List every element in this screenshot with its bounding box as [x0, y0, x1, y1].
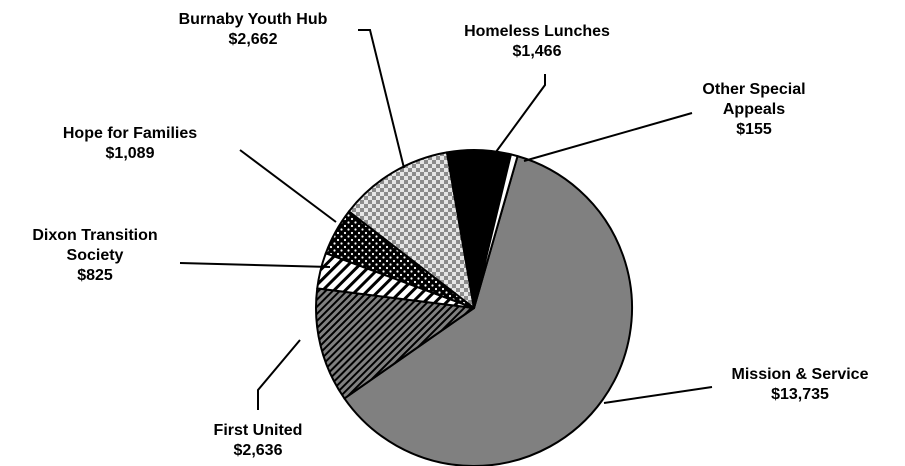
label-value: $1,466	[512, 43, 562, 60]
label-value: $2,662	[228, 31, 278, 48]
data-label-homeless-lunches: Homeless Lunches $1,466	[437, 22, 637, 62]
label-value: $1,089	[105, 145, 155, 162]
label-value: $825	[77, 267, 113, 284]
label-value: $2,636	[233, 442, 283, 459]
label-name-line-1: Dixon Transition	[32, 227, 158, 244]
label-name-line-2: Appeals	[722, 101, 786, 118]
label-name: First United	[213, 422, 303, 439]
label-name: Burnaby Youth Hub	[178, 11, 328, 28]
leader-line-hope	[239, 149, 337, 223]
leader-line-mission	[603, 386, 713, 404]
leader-line-burnaby	[358, 29, 405, 169]
pie-slice-other-special-appeals	[473, 153, 519, 309]
label-name-line-2: Society	[66, 247, 124, 264]
data-label-other-special-appeals: Other Special Appeals $155	[674, 80, 834, 140]
data-label-hope-for-families: Hope for Families $1,089	[30, 124, 230, 164]
pie-slice-first-united	[315, 287, 475, 400]
label-name: Mission & Service	[731, 366, 869, 383]
pie-slices	[315, 148, 633, 466]
leader-line-other-appeals	[523, 112, 693, 162]
label-value: $13,735	[771, 386, 829, 403]
label-name: Hope for Families	[62, 125, 198, 142]
label-name: Homeless Lunches	[464, 23, 610, 40]
leader-lines	[179, 29, 713, 410]
leader-line-homeless	[492, 74, 546, 157]
data-label-dixon-transition-society: Dixon Transition Society $825	[0, 226, 190, 286]
pie-slice-burnaby-youth-hub	[347, 151, 475, 309]
data-label-burnaby-youth-hub: Burnaby Youth Hub $2,662	[153, 10, 353, 50]
leader-line-dixon	[179, 262, 331, 268]
leader-line-first-united	[257, 339, 301, 410]
label-value: $155	[736, 121, 772, 138]
data-label-mission-and-service: Mission & Service $13,735	[700, 365, 900, 405]
data-label-first-united: First United $2,636	[178, 421, 338, 461]
pie-slice-mission-service	[343, 155, 633, 466]
label-name-line-1: Other Special	[702, 81, 806, 98]
